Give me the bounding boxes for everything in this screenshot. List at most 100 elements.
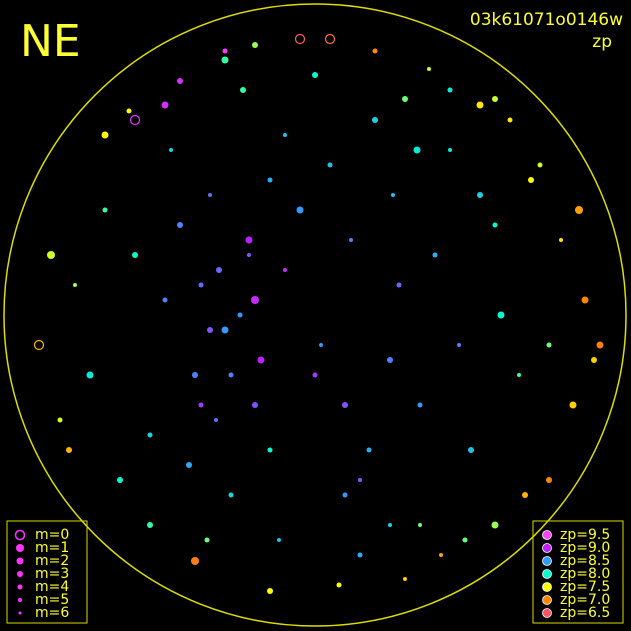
star	[418, 523, 422, 527]
star	[117, 477, 123, 483]
size-legend-marker	[16, 544, 24, 552]
star	[207, 327, 213, 333]
color-legend-marker	[542, 582, 552, 592]
star	[208, 193, 212, 197]
star	[216, 267, 222, 273]
star	[468, 447, 474, 453]
star	[497, 311, 505, 319]
size-legend-label: m=3	[35, 566, 69, 582]
star	[267, 588, 273, 594]
star	[528, 177, 534, 183]
size-legend-label: m=6	[35, 605, 69, 621]
star	[448, 148, 452, 152]
star	[358, 478, 362, 482]
color-legend-marker	[542, 543, 552, 553]
star	[357, 552, 363, 558]
star	[257, 356, 265, 364]
chart-title: NE	[20, 16, 81, 67]
star	[198, 402, 204, 408]
star	[417, 402, 423, 408]
star	[126, 108, 132, 114]
star	[477, 192, 483, 198]
size-legend-label: m=2	[35, 553, 69, 569]
size-legend-marker	[18, 598, 22, 602]
star	[537, 162, 543, 168]
star	[221, 326, 229, 334]
star	[349, 238, 353, 242]
star	[324, 33, 336, 45]
star	[192, 372, 198, 378]
star	[517, 373, 521, 377]
star	[33, 339, 45, 351]
star	[388, 523, 392, 527]
points	[33, 33, 604, 594]
star	[283, 133, 287, 137]
star	[439, 553, 443, 557]
star	[447, 87, 453, 93]
star	[147, 522, 153, 528]
star	[162, 297, 168, 303]
star	[413, 146, 421, 154]
star	[277, 538, 281, 542]
star	[240, 87, 246, 93]
star	[427, 67, 431, 71]
star	[391, 193, 395, 197]
star	[101, 131, 109, 139]
star	[522, 492, 528, 498]
color-legend-marker	[542, 569, 552, 579]
color-label: zp	[592, 32, 612, 52]
color-legend-label: zp=8.5	[560, 553, 610, 569]
star	[432, 252, 438, 258]
star	[177, 78, 183, 84]
size-legend-marker	[17, 571, 23, 577]
star	[387, 357, 393, 363]
star	[132, 252, 138, 258]
color-legend-marker	[542, 530, 552, 540]
star	[169, 148, 173, 152]
size-legend-box	[6, 520, 88, 624]
star	[267, 447, 273, 453]
star	[492, 222, 498, 228]
star	[591, 357, 597, 363]
star	[294, 33, 306, 45]
star	[86, 371, 94, 379]
star	[336, 582, 342, 588]
star	[372, 48, 378, 54]
star	[327, 162, 333, 168]
star	[396, 282, 402, 288]
star	[366, 447, 372, 453]
size-legend-label: m=4	[35, 579, 69, 595]
color-legend-label: zp=9.5	[560, 527, 610, 543]
size-legend-marker	[16, 557, 24, 565]
star	[267, 177, 273, 183]
star	[198, 282, 204, 288]
star	[462, 537, 468, 543]
star	[492, 96, 498, 102]
size-legend-label: m=1	[35, 540, 69, 556]
star	[191, 557, 199, 565]
star	[186, 462, 192, 468]
star	[57, 417, 63, 423]
star	[228, 492, 234, 498]
star	[403, 577, 407, 581]
color-legend-box	[532, 520, 624, 624]
star	[237, 312, 243, 318]
size-legend-label: m=5	[35, 592, 69, 608]
star	[596, 341, 604, 349]
star	[147, 432, 153, 438]
star	[228, 372, 234, 378]
star	[252, 402, 258, 408]
star	[546, 477, 552, 483]
star	[214, 418, 218, 422]
star	[222, 48, 228, 54]
color-legend-label: zp=9.0	[560, 540, 610, 556]
color-legend-label: zp=8.0	[560, 566, 610, 582]
size-legend-marker	[18, 611, 22, 615]
size-legend-marker	[14, 529, 26, 541]
star	[247, 253, 251, 257]
star	[546, 342, 552, 348]
star	[372, 117, 378, 123]
star	[251, 296, 259, 304]
color-legend-marker	[542, 595, 552, 605]
